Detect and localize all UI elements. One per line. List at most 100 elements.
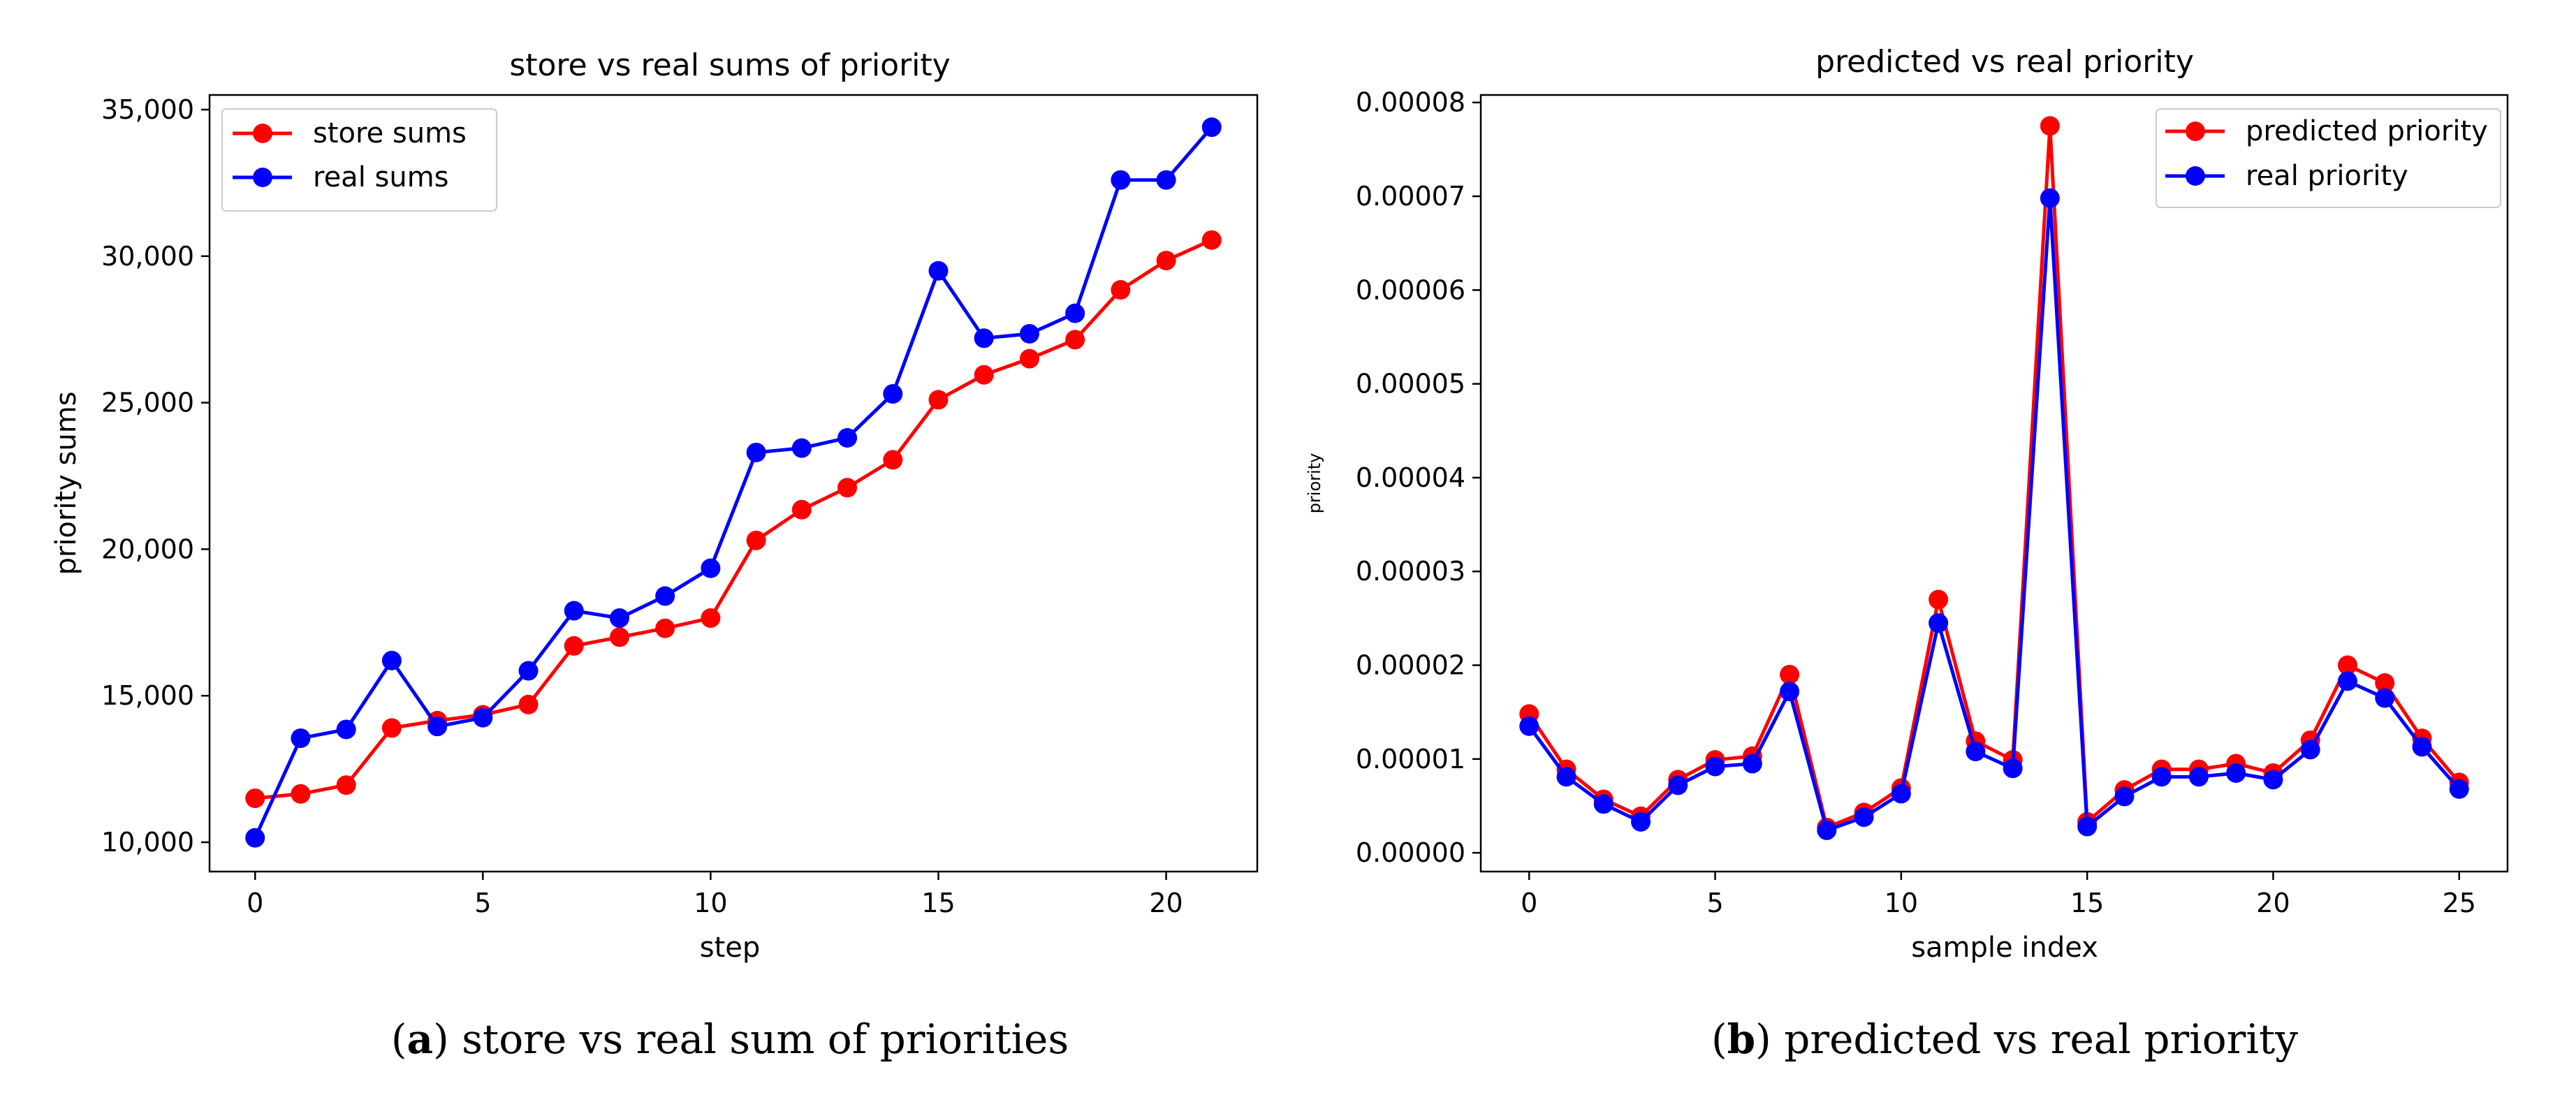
chart-a-title: store vs real sums of priority [509,47,950,83]
legend-marker-real-sums [253,168,272,187]
series-line-real-sums [253,126,1213,839]
series-line-real-priority [1528,196,2461,832]
chart-b-ytick-label: 0.00003 [1356,556,1465,587]
data-point-real-sums [701,558,721,578]
chart-a-axes-frame [208,94,1259,873]
data-point-real-sums [245,828,265,848]
caption-a-text: store vs real sum of priorities [462,1015,1069,1063]
chart-b-ytick-label: 0.00004 [1356,462,1465,493]
data-point-real-priority [2077,816,2098,837]
chart-b-ytick-label: 0.00007 [1356,181,1465,212]
legend-label-store-sums: store sums [313,117,467,149]
data-point-predicted-priority [2337,655,2357,675]
chart-b-ticks: 0 5 10 15 20 25 0.00000 0.00001 0.00002 0.00003 0.… [1356,87,2476,918]
data-point-real-sums [564,601,584,621]
data-point-predicted-priority [1929,589,1949,610]
chart-b-xtick-label: 20 [2256,888,2290,918]
data-point-real-priority [1966,742,1986,762]
data-point-real-sums [518,661,539,681]
chart-b-xtick-label: 0 [1521,888,1537,918]
data-point-real-sums [291,728,311,749]
chart-b-plot-area [1519,116,2469,840]
data-point-real-priority [2151,767,2172,787]
data-point-store-sums [1111,280,1131,300]
data-point-real-sums [1019,323,1039,344]
caption-a-open-paren: ( [391,1015,407,1063]
data-point-real-priority [1631,811,1651,832]
chart-a-ticks: 0 5 10 15 20 10,000 15,000 20,000 25,000 30,000 35… [101,94,1183,918]
data-point-real-priority [1519,716,1539,736]
data-point-real-sums [1201,117,1222,138]
data-point-store-sums [1019,348,1039,369]
chart-a-xlabel: step [700,932,761,964]
caption-a-close-paren: ) [433,1015,462,1063]
chart-a-ytick-label: 20,000 [101,534,194,564]
data-point-real-priority [2226,763,2246,783]
chart-a-xtick-label: 5 [474,888,491,918]
legend-label-real-sums: real sums [313,161,449,193]
chart-b: predicted vs real priority 0 5 10 15 20 25 0.0… [1305,44,2509,964]
data-point-real-priority [1742,754,1762,774]
data-point-real-priority [1929,613,1949,633]
chart-a-xtick-label: 15 [921,888,955,918]
chart-b-ylabel: priority [1305,453,1324,514]
data-point-real-priority [2040,188,2060,208]
data-point-real-priority [2337,671,2357,691]
chart-b-xtick-label: 10 [1885,888,1918,918]
data-point-real-sums [883,384,903,404]
chart-b-axes-frame [1479,94,2509,873]
chart-b-ytick-label: 0.00008 [1356,87,1465,118]
data-point-real-priority [2375,688,2395,708]
data-point-store-sums [883,450,903,470]
data-point-real-sums [381,650,402,670]
data-point-real-priority [2263,770,2283,790]
data-point-predicted-priority [2040,116,2060,136]
chart-a-plot-area [245,117,1222,848]
chart-a-xtick-label: 0 [247,888,263,918]
chart-b-ytick-label: 0.00006 [1356,274,1465,305]
chart-b-xtick-label: 5 [1706,888,1723,918]
chart-b-title: predicted vs real priority [1815,44,2194,80]
data-point-store-sums [564,636,584,656]
data-point-store-sums [928,390,949,410]
data-point-real-priority [1891,784,1911,804]
data-point-store-sums [837,478,858,498]
chart-a-xtick-label: 10 [694,888,727,918]
data-point-real-sums [1065,303,1085,323]
chart-a-ytick-label: 10,000 [101,827,194,858]
data-point-store-sums [245,788,265,809]
data-point-real-priority [2412,737,2432,757]
data-point-store-sums [746,530,766,550]
data-point-real-sums [974,328,994,348]
data-point-real-priority [1668,775,1688,795]
data-point-store-sums [791,499,812,520]
chart-b-ytick-label: 0.00001 [1356,744,1465,774]
caption-b-open-paren: ( [1711,1015,1727,1063]
data-point-store-sums [701,608,721,629]
chart-b-ytick-label: 0.00002 [1356,650,1465,681]
data-point-store-sums [1065,330,1085,350]
chart-a-ytick-label: 35,000 [101,94,194,125]
chart-a-ytick-label: 15,000 [101,680,194,711]
chart-b-xtick-label: 15 [2070,888,2104,918]
data-point-real-priority [2114,786,2135,807]
data-point-real-sums [336,719,356,740]
chart-a-ylabel: priority sums [50,391,82,575]
data-point-real-sums [746,442,766,462]
chart-a-legend: store sums real sums [221,108,497,212]
data-point-real-sums [1156,170,1176,190]
chart-a-xtick-label: 20 [1149,888,1183,918]
data-point-real-sums [837,427,858,448]
data-point-real-priority [1705,756,1725,777]
data-point-store-sums [1201,230,1222,250]
data-point-store-sums [1156,251,1176,271]
chart-a-ytick-label: 25,000 [101,388,194,418]
data-point-real-priority [2449,779,2469,799]
data-point-real-sums [655,586,675,606]
data-point-real-priority [2300,740,2320,760]
legend-marker-store-sums [253,124,272,143]
chart-b-xlabel: sample index [1911,932,2098,964]
caption-b-label: b [1727,1015,1756,1063]
chart-b-legend-box [2156,108,2501,208]
